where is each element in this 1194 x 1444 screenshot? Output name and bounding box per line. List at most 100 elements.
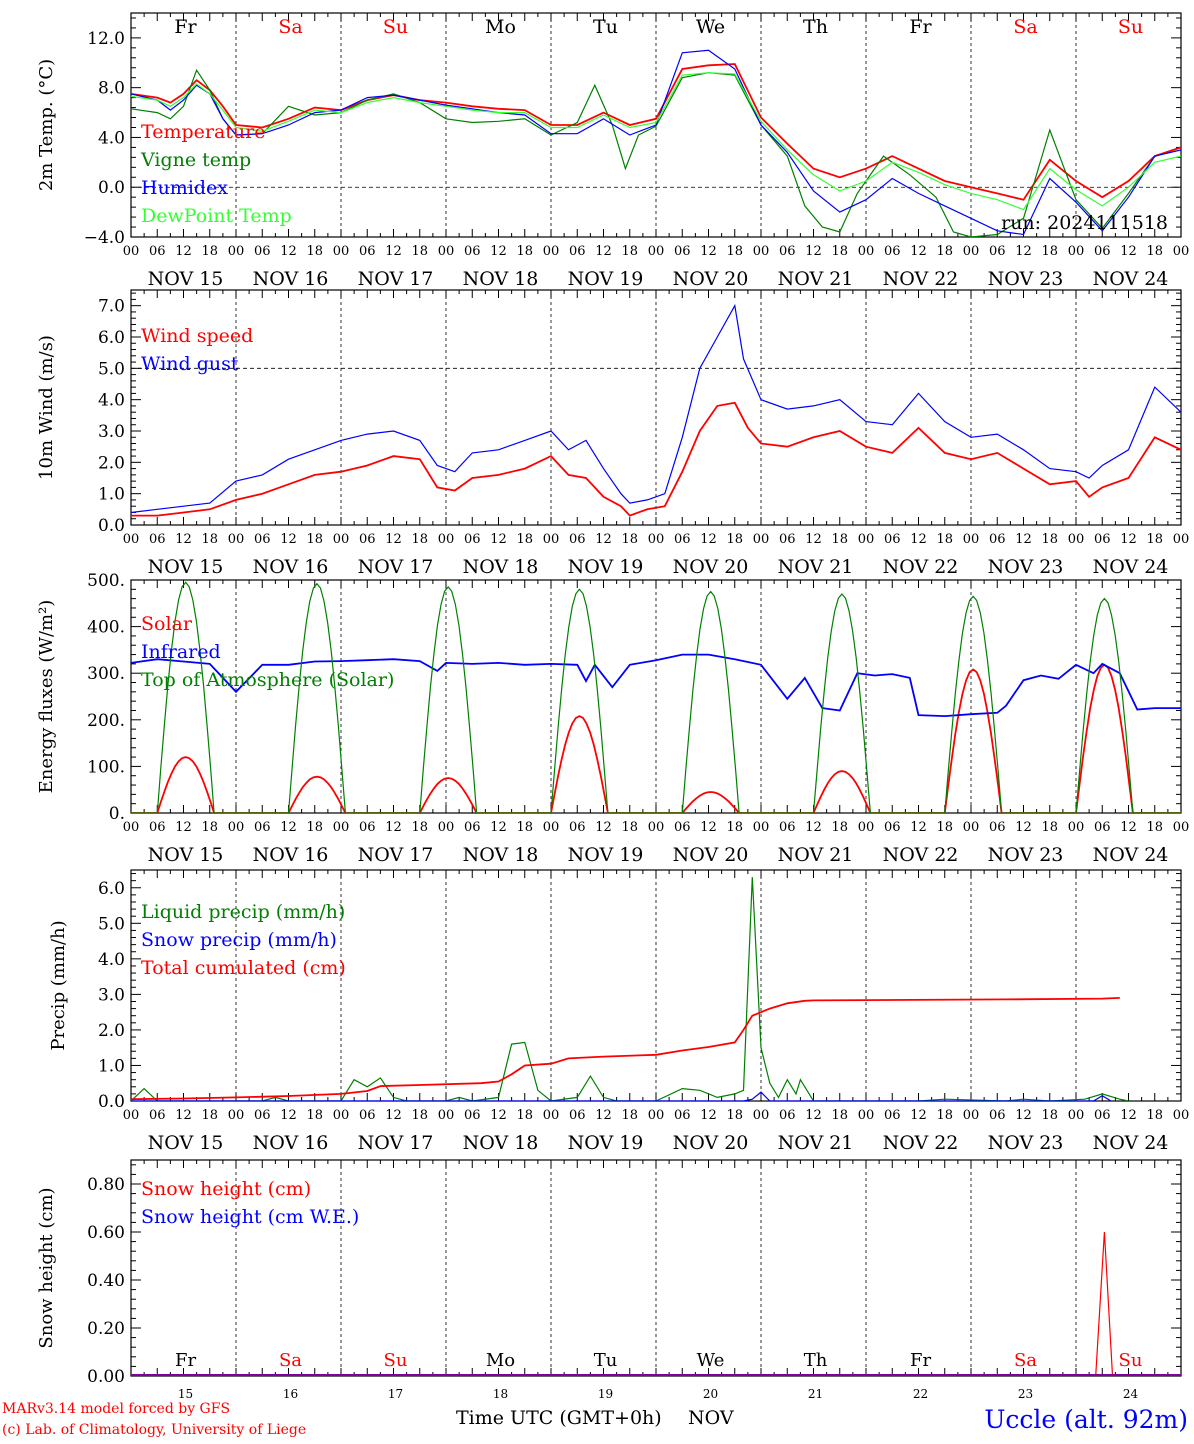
y-tick-label: 7.0 [98,297,125,317]
day-abbr: Fr [174,16,197,38]
hour-tick-label: 06 [989,244,1006,259]
series-line-flux-0 [131,663,1181,813]
hour-tick-label: 00 [753,820,770,835]
hour-tick-label: 18 [411,532,428,547]
y-tick-label: 0.80 [87,1175,125,1195]
hour-tick-label: 12 [1120,244,1137,259]
day-number: 22 [913,1387,928,1401]
y-axis-label: Precip (mm/h) [48,920,69,1050]
day-abbr-bottom: We [697,1350,725,1371]
hour-tick-label: 12 [805,244,822,259]
hour-tick-label: 00 [543,244,560,259]
y-tick-label: 6.0 [98,328,125,348]
hour-tick-label: 06 [254,532,271,547]
hour-tick-label: 00 [228,244,245,259]
series-line-temp-0 [131,63,1181,201]
hour-tick-label: 12 [910,532,927,547]
legend-entry: Vigne temp [140,149,251,171]
date-label: NOV 18 [463,844,539,866]
hour-tick-label: 12 [1015,820,1032,835]
hour-tick-label: 18 [306,244,323,259]
hour-tick-label: 00 [963,820,980,835]
hour-tick-label: 00 [753,532,770,547]
hour-tick-label: 18 [726,1108,743,1123]
y-tick-label: 400. [87,618,125,638]
hour-tick-label: 18 [201,532,218,547]
y-tick-label: 4.0 [98,128,125,148]
date-label: NOV 16 [253,556,329,578]
date-label: NOV 20 [673,268,749,290]
y-tick-label: 2.0 [98,453,125,473]
hour-tick-label: 12 [280,244,297,259]
date-label: NOV 18 [463,1132,539,1154]
day-abbr: Tu [593,16,618,38]
hour-tick-label: 12 [280,532,297,547]
date-label: NOV 18 [463,556,539,578]
hour-tick-label: 18 [831,532,848,547]
date-label: NOV 24 [1093,556,1169,578]
date-label: NOV 18 [463,268,539,290]
date-label: NOV 21 [778,1132,854,1154]
hour-tick-label: 00 [963,532,980,547]
y-axis-label: Snow height (cm) [36,1187,57,1348]
date-label: NOV 19 [568,1132,644,1154]
hour-tick-label: 12 [1015,1108,1032,1123]
hour-tick-label: 18 [516,820,533,835]
hour-tick-label: 12 [700,1108,717,1123]
hour-tick-label: 18 [726,244,743,259]
day-abbr-bottom: Mo [486,1350,515,1371]
date-label: NOV 24 [1093,844,1169,866]
date-label: NOV 21 [778,556,854,578]
series-line-snow-0 [131,1231,1114,1376]
legend-entry: Temperature [141,121,265,143]
hour-tick-label: 00 [1068,820,1085,835]
hour-tick-label: 18 [411,820,428,835]
date-label: NOV 16 [253,844,329,866]
hour-tick-label: 06 [884,820,901,835]
day-number: 17 [388,1387,403,1401]
hour-tick-label: 06 [254,244,271,259]
hour-tick-label: 18 [621,1108,638,1123]
date-label: NOV 23 [988,268,1064,290]
legend-entry: Solar [141,613,193,635]
hour-tick-label: 06 [1094,532,1111,547]
hour-tick-label: 06 [989,820,1006,835]
hour-tick-label: 06 [884,532,901,547]
hour-tick-label: 12 [1120,820,1137,835]
hour-tick-label: 18 [201,244,218,259]
date-label: NOV 24 [1093,1132,1169,1154]
hour-tick-label: 06 [569,244,586,259]
station-label: Uccle (alt. 92m) [984,1405,1188,1434]
series-line-wind-0 [131,401,1181,517]
y-tick-label: 300. [87,664,125,684]
hour-tick-label: 00 [1173,820,1190,835]
hour-tick-label: 06 [149,820,166,835]
series-line-precip-1 [131,1091,1112,1101]
hour-tick-label: 12 [280,1108,297,1123]
y-tick-label: 5.0 [98,914,125,934]
hour-tick-label: 00 [963,1108,980,1123]
day-abbr: Sa [1013,16,1037,38]
hour-tick-label: 18 [936,244,953,259]
hour-tick-label: 06 [1094,820,1111,835]
hour-tick-label: 00 [333,532,350,547]
day-number: 18 [493,1387,508,1401]
date-label: NOV 17 [358,1132,434,1154]
day-abbr: Mo [485,16,516,38]
day-number: 21 [808,1387,823,1401]
hour-tick-label: 06 [464,1108,481,1123]
y-tick-label: 0.60 [87,1223,125,1243]
y-tick-label: 0. [109,804,125,824]
date-label: NOV 22 [883,844,959,866]
y-tick-label: 3.0 [98,985,125,1005]
hour-tick-label: 00 [333,820,350,835]
hour-tick-label: 00 [543,532,560,547]
x-axis-label: Time UTC (GMT+0h) [456,1407,662,1429]
hour-tick-label: 06 [884,244,901,259]
hour-tick-label: 06 [464,820,481,835]
hour-tick-label: 12 [805,532,822,547]
hour-tick-label: 12 [175,820,192,835]
date-label: NOV 19 [568,556,644,578]
hour-tick-label: 12 [595,820,612,835]
